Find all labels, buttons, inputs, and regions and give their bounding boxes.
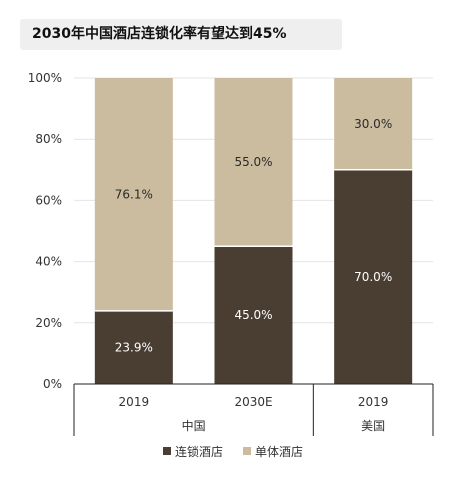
x-tick-label: 2030E — [234, 395, 272, 409]
y-tick-label: 40% — [35, 255, 62, 269]
data-label: 55.0% — [234, 155, 272, 169]
data-label: 23.9% — [115, 340, 153, 354]
data-label: 30.0% — [354, 117, 392, 131]
y-tick-label: 0% — [43, 377, 62, 391]
legend-swatch-independent — [243, 447, 251, 455]
legend-label-chain: 连锁酒店 — [175, 444, 223, 459]
legend: 连锁酒店 单体酒店 — [163, 444, 303, 459]
data-label: 76.1% — [115, 187, 153, 201]
x-tick-label: 2019 — [358, 395, 389, 409]
y-tick-label: 100% — [28, 71, 62, 85]
bar-segment — [94, 310, 173, 384]
bars: 23.9% 76.1% 45.0% 55.0% 70.0% 30.0% — [94, 78, 413, 384]
data-label: 70.0% — [354, 270, 392, 284]
x-tick-label: 2019 — [119, 395, 150, 409]
x-group-label: 美国 — [361, 419, 385, 433]
bar-segment — [334, 169, 413, 384]
y-tick-label: 60% — [35, 193, 62, 207]
bar-segment — [214, 246, 293, 384]
x-group-label: 中国 — [182, 418, 206, 433]
legend-label-independent: 单体酒店 — [255, 445, 303, 459]
data-label: 45.0% — [234, 308, 272, 322]
legend-swatch-chain — [163, 447, 171, 455]
y-tick-label: 20% — [35, 316, 62, 330]
bar-segment — [334, 78, 413, 170]
bar-segment — [214, 78, 293, 247]
y-tick-label: 80% — [35, 132, 62, 146]
x-axis: 2019 2030E 2019 中国 美国 — [73, 383, 434, 436]
bar-segment — [94, 78, 173, 311]
y-axis-ticks: 0% 20% 40% 60% 80% 100% — [28, 71, 62, 391]
chart-title: 2030年中国酒店连锁化率有望达到45% — [20, 19, 342, 50]
